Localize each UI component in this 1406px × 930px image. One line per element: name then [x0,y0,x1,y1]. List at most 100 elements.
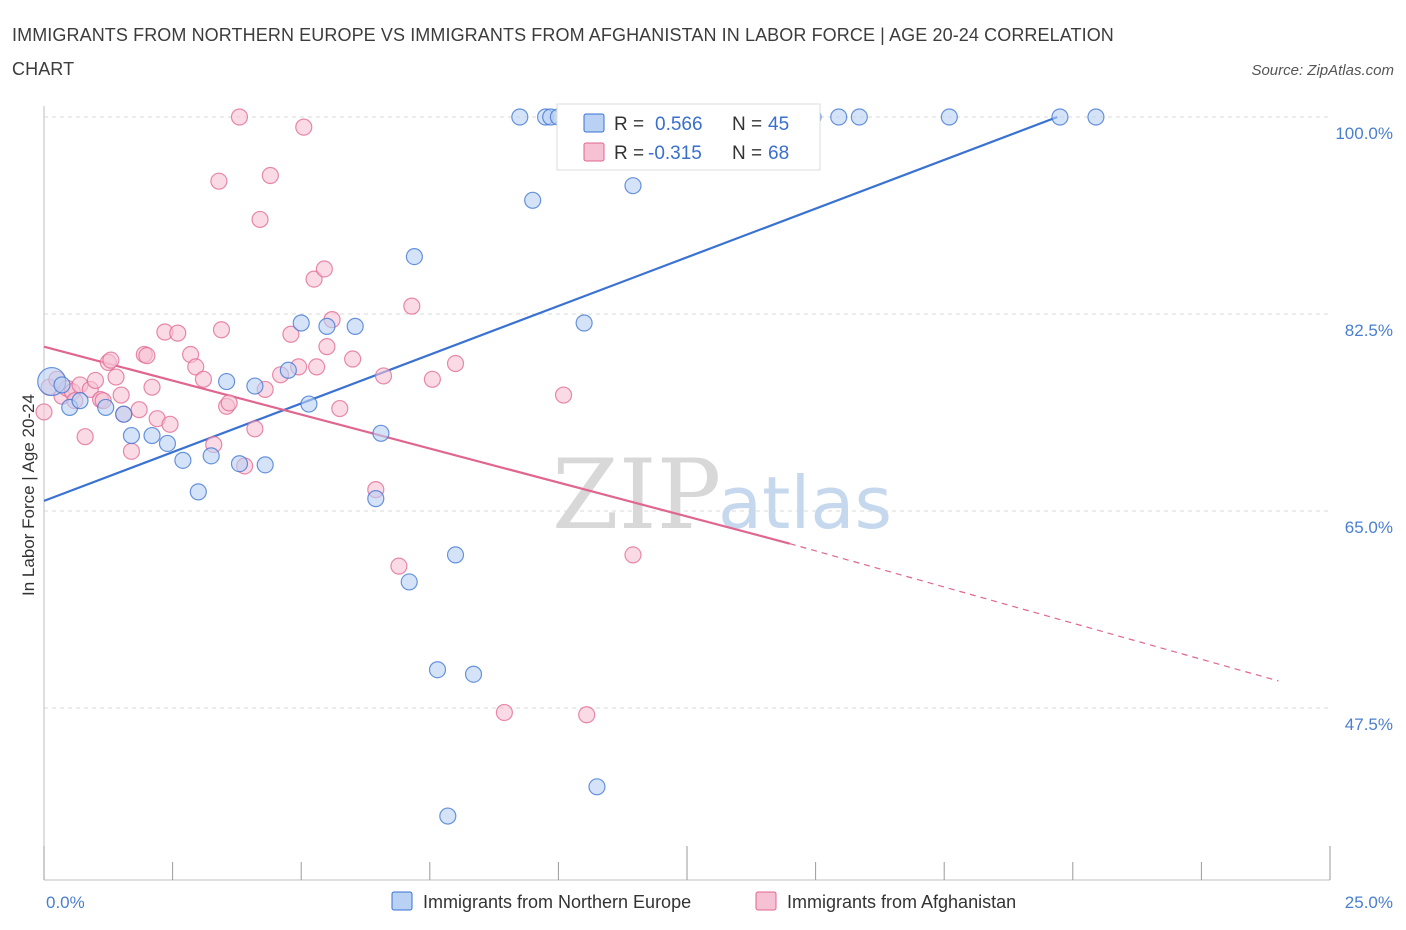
data-point [115,405,133,423]
data-point [372,424,390,442]
data-point [189,483,207,501]
data-point [138,347,156,365]
data-point [122,426,141,445]
source-label: Source: ZipAtlas.com [1251,62,1394,79]
data-point [439,807,457,825]
data-points [35,108,1105,825]
data-point [212,321,231,339]
stats-swatch-northern-europe [583,113,605,133]
data-point [230,108,249,126]
data-point [86,371,105,390]
watermark-zip: ZIP [552,439,721,551]
y-tick-label: 82.5% [1345,321,1393,340]
y-tick-label: 65.0% [1345,518,1393,537]
legend-swatch-afghanistan [755,891,777,911]
y-tick-label: 47.5% [1345,715,1393,734]
data-point [102,351,120,369]
stats-swatch-afghanistan [583,142,605,162]
data-point [331,399,349,418]
data-point [464,665,483,683]
data-point [318,338,336,356]
data-point [367,490,385,508]
data-point [202,447,220,465]
data-point [194,370,213,388]
data-point [292,314,310,332]
y-axis-title: In Labor Force | Age 20-24 [19,394,38,596]
stats-n-value-northern-europe: 45 [768,114,789,135]
data-point [446,354,465,373]
data-point [122,442,141,460]
data-point [143,426,161,445]
data-point [279,361,297,379]
axes [43,106,1331,881]
data-point [53,376,71,394]
data-point [187,358,205,376]
stats-r-label-northern-europe: R = [614,114,644,135]
legend: Immigrants from Northern Europe Immigran… [391,891,1016,912]
data-point [158,434,177,453]
legend-swatch-northern-europe [391,891,413,911]
data-point [282,325,300,343]
data-point [575,314,593,332]
data-point [1051,108,1069,126]
data-point [308,358,326,376]
data-point [423,370,441,388]
trend-line [43,345,791,545]
y-tick-label: 100.0% [1335,124,1393,143]
data-point [161,415,179,433]
data-point [344,350,362,368]
data-point [400,573,418,591]
data-point [169,324,187,342]
data-point [374,367,393,385]
watermark: ZIP atlas [552,439,892,551]
stats-n-label-afghanistan: N = [732,143,762,164]
x-tick-label: 25.0% [1345,893,1393,912]
data-point [524,191,542,209]
data-point [346,317,364,335]
legend-label-northern-europe: Immigrants from Northern Europe [423,892,691,912]
data-point [1087,108,1105,126]
data-point [112,386,130,404]
data-point [403,297,421,315]
data-point [624,177,642,195]
data-point [251,210,269,229]
data-point [300,395,318,413]
legend-label-afghanistan: Immigrants from Afghanistan [787,892,1016,912]
data-point [220,394,238,412]
data-point [940,108,958,126]
data-point [174,451,192,469]
data-point [246,420,264,438]
tick-labels: 100.0% 82.5% 65.0% 47.5% 0.0% 25.0% [46,124,1393,912]
stats-n-label-northern-europe: N = [732,114,762,135]
data-point [305,270,323,288]
data-point [495,703,513,722]
data-point [554,386,573,404]
data-point [318,317,336,335]
data-point [295,118,313,136]
trend-line-extension [789,543,1279,682]
stats-r-value-northern-europe: 0.566 [655,114,703,135]
stats-r-label-afghanistan: R = [614,143,644,164]
data-point [261,166,279,185]
data-point [246,377,264,395]
data-point [830,108,848,126]
data-point [315,260,333,278]
data-point [97,398,115,417]
trend-line [43,115,1058,502]
chart-title: IMMIGRANTS FROM NORTHERN EUROPE VS IMMIG… [12,25,1114,79]
data-point [446,546,465,564]
data-point [76,428,94,446]
x-tick-label: 0.0% [46,893,85,912]
data-point [850,108,868,126]
stats-box: R = 0.566 N = 45 R = -0.315 N = 68 [556,103,821,171]
data-point [428,661,447,679]
data-point [130,401,148,419]
data-point [256,456,274,474]
data-point [210,172,228,190]
data-point [578,706,596,724]
data-point [35,403,53,421]
data-point [405,247,423,266]
gridlines [44,116,1330,709]
stats-n-value-afghanistan: 68 [768,143,789,164]
